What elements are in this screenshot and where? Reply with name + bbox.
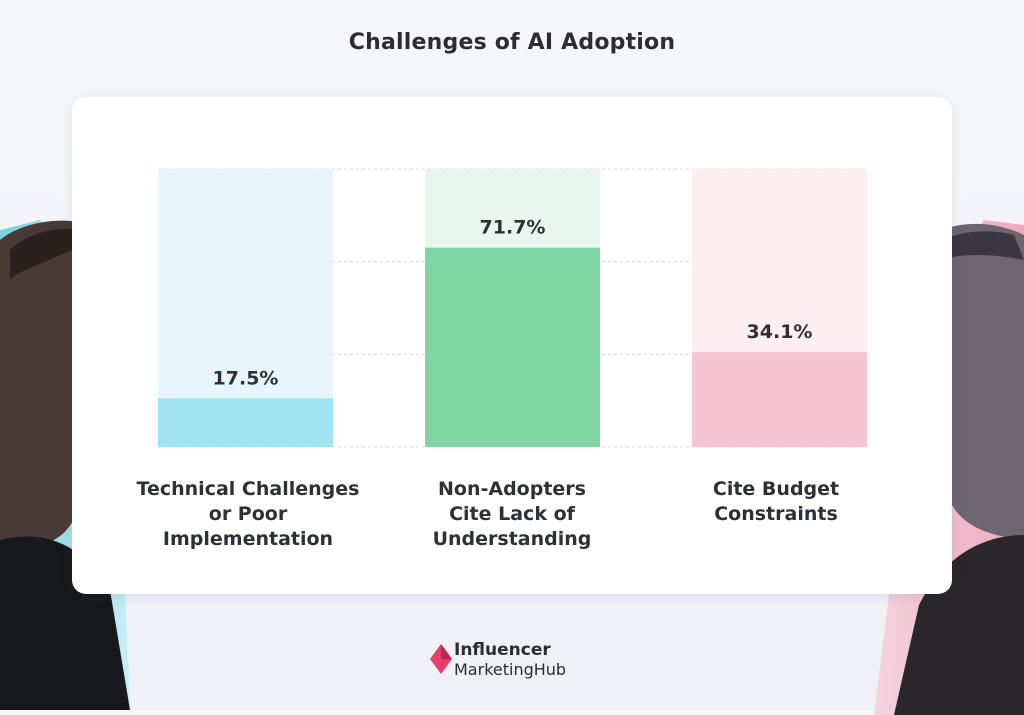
- category-label-line: Non-Adopters: [438, 478, 586, 500]
- bar: [692, 352, 867, 447]
- bar-value-label: 34.1%: [747, 321, 813, 343]
- chart-card: 17.5% 71.7% 34.1% Technical Challenges or …: [72, 97, 952, 594]
- category-label-line: Cite Lack of: [449, 503, 575, 525]
- brand-diamond-icon: [430, 644, 452, 674]
- bar-value-label: 17.5%: [213, 367, 279, 389]
- bar: [158, 398, 333, 447]
- brand-logo: Influencer MarketingHub: [430, 640, 600, 680]
- brand-line2: MarketingHub: [454, 660, 567, 679]
- category-label-budget: Cite Budget Constraints: [656, 477, 896, 527]
- chart-title: Challenges of AI Adoption: [348, 30, 676, 55]
- category-label-line: Technical Challenges: [136, 478, 360, 500]
- category-label-line: Understanding: [432, 528, 592, 550]
- category-label-understanding: Non-Adopters Cite Lack of Understanding: [392, 477, 632, 552]
- bar-chart: 17.5% 71.7% 34.1%: [158, 168, 867, 448]
- category-label-line: Constraints: [714, 503, 838, 525]
- bar: [425, 247, 600, 447]
- brand-line1: Influencer: [454, 640, 551, 660]
- category-label-line: Implementation: [162, 528, 334, 550]
- bar-value-label: 71.7%: [480, 217, 546, 239]
- category-label-line: Cite Budget: [712, 478, 840, 500]
- category-label-line: or Poor: [208, 503, 288, 525]
- category-label-technical: Technical Challenges or Poor Implementat…: [128, 477, 368, 552]
